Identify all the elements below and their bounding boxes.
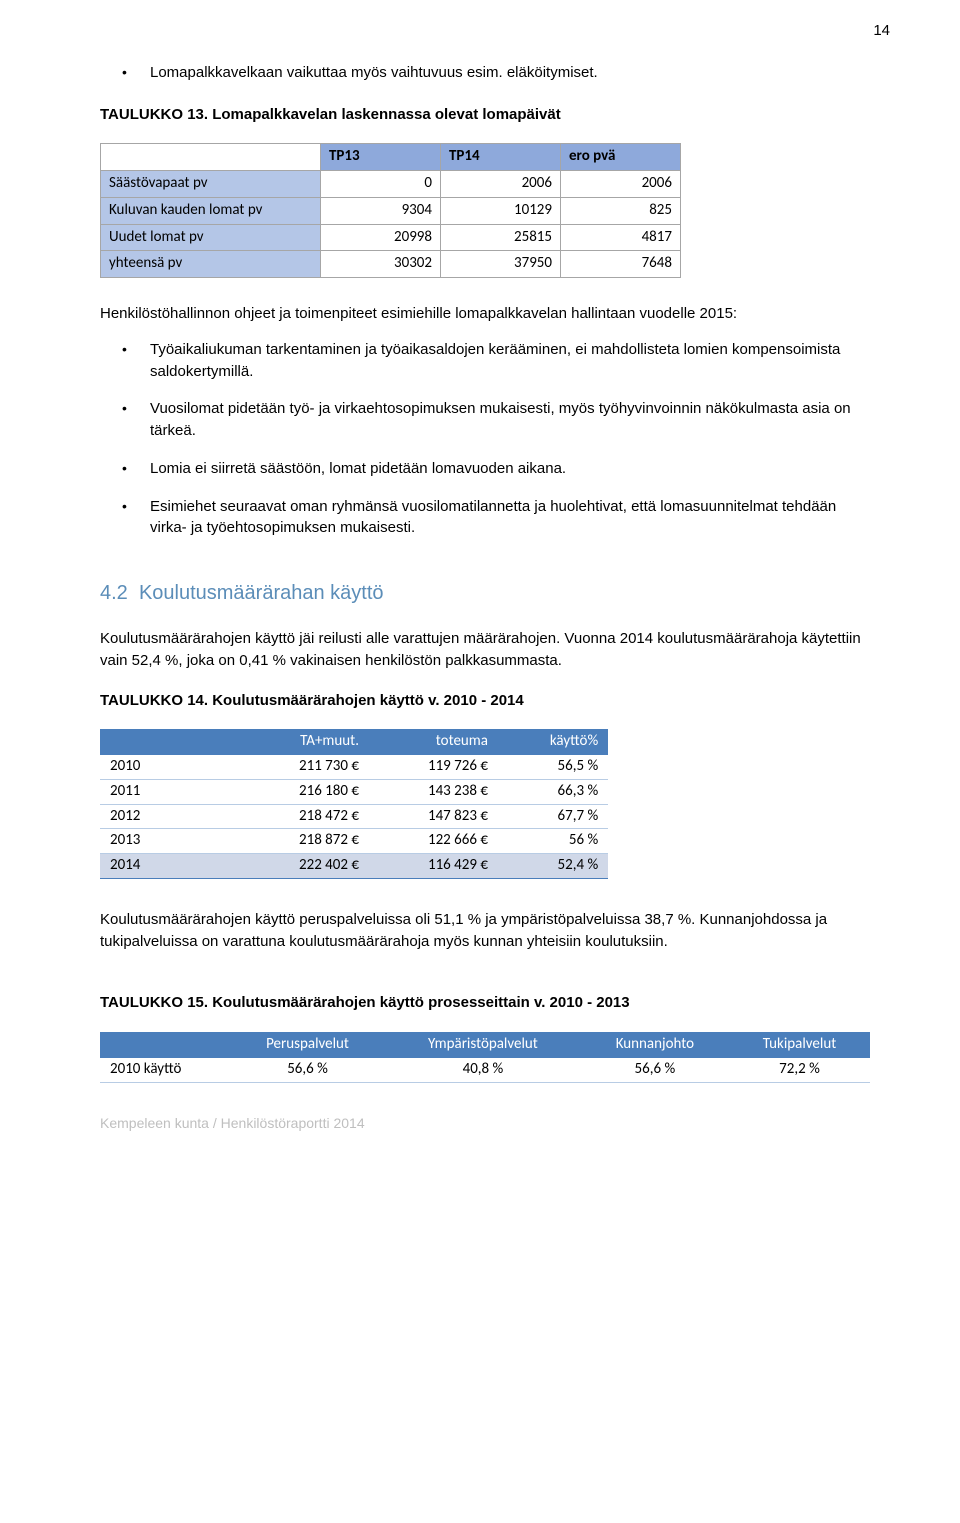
table-header-cell: Peruspalvelut <box>230 1032 385 1058</box>
table-cell: 10129 <box>441 197 561 224</box>
table-cell: 25815 <box>441 224 561 251</box>
section-heading: 4.2 Koulutusmäärärahan käyttö <box>100 579 870 608</box>
table-cell: 2010 <box>100 755 240 779</box>
section42-para: Koulutusmäärärahojen käyttö jäi reilusti… <box>100 628 870 672</box>
table-row: yhteensä pv 30302 37950 7648 <box>101 251 681 278</box>
table-header-cell: TA+muut. <box>240 729 369 755</box>
table-cell: 147 823 € <box>369 804 498 829</box>
table-cell: yhteensä pv <box>101 251 321 278</box>
table-header-row: TP13 TP14 ero pvä <box>101 144 681 171</box>
section-number: 4.2 <box>100 582 128 604</box>
table-cell: 218 872 € <box>240 829 369 854</box>
table-cell: Kuluvan kauden lomat pv <box>101 197 321 224</box>
table-row: Säästövapaat pv 0 2006 2006 <box>101 171 681 198</box>
table-row: Uudet lomat pv 20998 25815 4817 <box>101 224 681 251</box>
table-row: 2011 216 180 € 143 238 € 66,3 % <box>100 779 608 804</box>
table-cell: 56,6 % <box>230 1058 385 1082</box>
table13-title: TAULUKKO 13. Lomapalkkavelan laskennassa… <box>100 104 870 126</box>
table-cell: 52,4 % <box>498 854 608 879</box>
section-title: Koulutusmäärärahan käyttö <box>139 582 384 604</box>
table-cell: 2006 <box>561 171 681 198</box>
table-cell: 67,7 % <box>498 804 608 829</box>
table-cell: 2012 <box>100 804 240 829</box>
table-cell: 116 429 € <box>369 854 498 879</box>
table-cell: 9304 <box>321 197 441 224</box>
page-number: 14 <box>100 20 890 42</box>
table15: Peruspalvelut Ympäristöpalvelut Kunnanjo… <box>100 1032 870 1083</box>
table-cell: 143 238 € <box>369 779 498 804</box>
bullet-item: Vuosilomat pidetään työ- ja virkaehtosop… <box>150 398 870 442</box>
table-header-cell <box>100 729 240 755</box>
table-header-row: Peruspalvelut Ympäristöpalvelut Kunnanjo… <box>100 1032 870 1058</box>
table-header-cell: Kunnanjohto <box>581 1032 729 1058</box>
table-cell: 2010 käyttö <box>100 1058 230 1082</box>
table-cell: 56 % <box>498 829 608 854</box>
table-cell: 20998 <box>321 224 441 251</box>
table14-title: TAULUKKO 14. Koulutusmäärärahojen käyttö… <box>100 690 870 712</box>
table15-title: TAULUKKO 15. Koulutusmäärärahojen käyttö… <box>100 992 870 1014</box>
bullet-item: Työaikaliukuman tarkentaminen ja työaika… <box>150 339 870 383</box>
bullet-item: Esimiehet seuraavat oman ryhmänsä vuosil… <box>150 496 870 540</box>
table-cell: 40,8 % <box>385 1058 581 1082</box>
table-cell: 0 <box>321 171 441 198</box>
table-cell: 825 <box>561 197 681 224</box>
table-header-cell: Ympäristöpalvelut <box>385 1032 581 1058</box>
table-cell: 72,2 % <box>729 1058 870 1082</box>
table-cell: 30302 <box>321 251 441 278</box>
table-header-cell: käyttö% <box>498 729 608 755</box>
table-header-cell: TP14 <box>441 144 561 171</box>
table14: TA+muut. toteuma käyttö% 2010 211 730 € … <box>100 729 608 879</box>
table-cell: Säästövapaat pv <box>101 171 321 198</box>
footer: Kempeleen kunta / Henkilöstöraportti 201… <box>100 1113 870 1133</box>
table-cell: 7648 <box>561 251 681 278</box>
table-cell: 2006 <box>441 171 561 198</box>
bullet-item: Lomia ei siirretä säästöön, lomat pidetä… <box>150 458 870 480</box>
table-header-cell <box>101 144 321 171</box>
table-cell: 2014 <box>100 854 240 879</box>
table-cell: 211 730 € <box>240 755 369 779</box>
bullet-item: Lomapalkkavelkaan vaikuttaa myös vaihtuv… <box>150 62 870 84</box>
table-row: 2010 käyttö 56,6 % 40,8 % 56,6 % 72,2 % <box>100 1058 870 1082</box>
table-cell: 4817 <box>561 224 681 251</box>
table-cell: 2011 <box>100 779 240 804</box>
table-cell: 66,3 % <box>498 779 608 804</box>
table-cell: 119 726 € <box>369 755 498 779</box>
actions-list: Työaikaliukuman tarkentaminen ja työaika… <box>100 339 870 539</box>
top-bullet-list: Lomapalkkavelkaan vaikuttaa myös vaihtuv… <box>100 62 870 84</box>
table-cell: 218 472 € <box>240 804 369 829</box>
table-header-row: TA+muut. toteuma käyttö% <box>100 729 608 755</box>
table-header-cell: toteuma <box>369 729 498 755</box>
table-row: 2012 218 472 € 147 823 € 67,7 % <box>100 804 608 829</box>
after-table14-para: Koulutusmäärärahojen käyttö peruspalvelu… <box>100 909 870 953</box>
table-header-cell: ero pvä <box>561 144 681 171</box>
table-row: Kuluvan kauden lomat pv 9304 10129 825 <box>101 197 681 224</box>
table-cell: 122 666 € <box>369 829 498 854</box>
table-row: 2010 211 730 € 119 726 € 56,5 % <box>100 755 608 779</box>
table13: TP13 TP14 ero pvä Säästövapaat pv 0 2006… <box>100 143 681 278</box>
table-cell: 56,5 % <box>498 755 608 779</box>
table-header-cell <box>100 1032 230 1058</box>
table-cell: 2013 <box>100 829 240 854</box>
intro-text: Henkilöstöhallinnon ohjeet ja toimenpite… <box>100 303 870 325</box>
table-header-cell: Tukipalvelut <box>729 1032 870 1058</box>
table-cell: Uudet lomat pv <box>101 224 321 251</box>
table-header-cell: TP13 <box>321 144 441 171</box>
table-row: 2013 218 872 € 122 666 € 56 % <box>100 829 608 854</box>
table-cell: 216 180 € <box>240 779 369 804</box>
table-cell: 56,6 % <box>581 1058 729 1082</box>
table-cell: 37950 <box>441 251 561 278</box>
table-cell: 222 402 € <box>240 854 369 879</box>
table-row: 2014 222 402 € 116 429 € 52,4 % <box>100 854 608 879</box>
